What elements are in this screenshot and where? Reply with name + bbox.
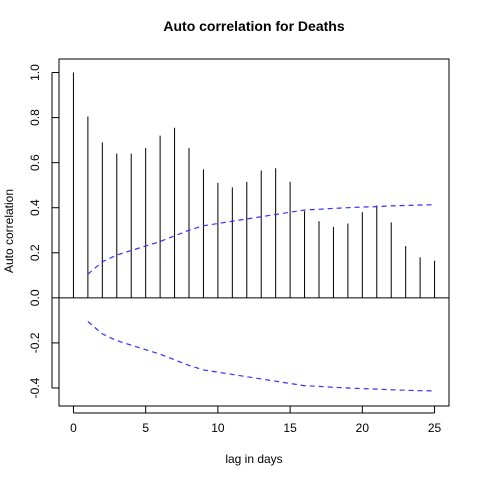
x-tick-label-20: 20 bbox=[356, 421, 370, 435]
y-tick-label-7: 1.0 bbox=[28, 64, 42, 81]
y-tick-label-0: -0.4 bbox=[28, 377, 42, 398]
x-tick-label-25: 25 bbox=[428, 421, 442, 435]
x-tick-label-10: 10 bbox=[211, 421, 225, 435]
chart-title: Auto correlation for Deaths bbox=[163, 18, 344, 34]
y-tick-label-6: 0.8 bbox=[28, 109, 42, 126]
plot-frame bbox=[58, 58, 450, 407]
y-tick-label-5: 0.6 bbox=[28, 154, 42, 171]
confidence-band-lower bbox=[87, 321, 435, 392]
y-axis-label: Auto correlation bbox=[2, 189, 16, 273]
x-tick-label-15: 15 bbox=[283, 421, 297, 435]
y-tick-label-4: 0.4 bbox=[28, 199, 42, 216]
x-tick-label-0: 0 bbox=[70, 421, 77, 435]
x-axis-label: lag in days bbox=[225, 452, 282, 466]
y-tick-label-2: 0.0 bbox=[28, 289, 42, 306]
y-tick-label-1: -0.2 bbox=[28, 332, 42, 353]
confidence-band-upper bbox=[87, 204, 435, 275]
x-tick-label-5: 5 bbox=[142, 421, 149, 435]
y-tick-label-3: 0.2 bbox=[28, 244, 42, 261]
